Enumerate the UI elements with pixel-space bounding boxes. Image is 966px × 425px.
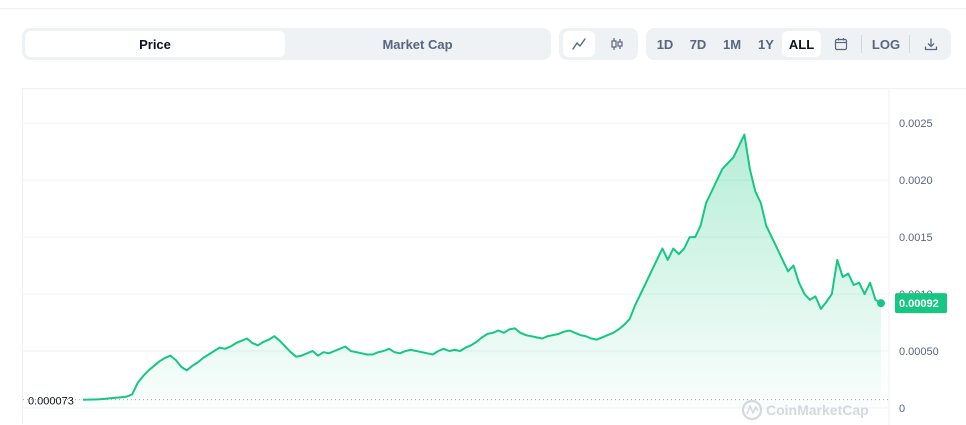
price-area-fill — [83, 134, 881, 408]
y-tick-label: 0.00050 — [899, 346, 939, 358]
candlestick-icon — [611, 38, 623, 50]
price-chart: 0.00250.00200.00150.00100.0005000.000073… — [22, 88, 966, 425]
price-marketcap-toggle: Price Market Cap — [22, 28, 551, 60]
range-1d-button[interactable]: 1D — [656, 36, 674, 52]
range-7d-button[interactable]: 7D — [689, 36, 707, 52]
coinmarketcap-mark — [741, 399, 763, 421]
y-tick-label: 0 — [899, 403, 905, 415]
price-chart-svg: 0.00250.00200.00150.00100.0005000.000073… — [23, 89, 947, 425]
coinmarketcap-mark-wave — [746, 405, 759, 415]
coinmarketcap-logo: CoinMarketCap — [741, 399, 869, 421]
chart-type-toggle — [559, 28, 638, 60]
log-scale-button[interactable]: LOG — [871, 36, 901, 52]
current-price-badge — [895, 293, 947, 314]
current-price-dot — [877, 299, 885, 308]
line-chart-button[interactable] — [563, 31, 595, 57]
range-1m-button[interactable]: 1M — [722, 36, 742, 52]
y-tick-label: 0.0025 — [899, 118, 933, 130]
calendar-icon — [834, 38, 848, 51]
calendar-button[interactable] — [826, 31, 856, 57]
price-line — [82, 133, 882, 401]
candlestick-chart-button[interactable] — [601, 31, 633, 57]
start-price-label: 0.000073 — [28, 396, 74, 408]
watermark-text: CoinMarketCap — [766, 402, 869, 418]
download-icon — [924, 38, 938, 51]
market-cap-tab[interactable]: Market Cap — [382, 36, 453, 52]
range-1y-button[interactable]: 1Y — [758, 36, 774, 52]
range-all-button[interactable]: ALL — [782, 31, 821, 57]
range-divider — [861, 35, 862, 53]
download-button[interactable] — [916, 31, 946, 57]
y-tick-label: 0.0015 — [899, 232, 933, 244]
price-tab[interactable]: Price — [25, 31, 285, 57]
log-divider — [909, 35, 910, 53]
y-tick-label: 0.0020 — [899, 175, 933, 187]
line-chart-icon — [572, 38, 586, 50]
top-divider — [0, 8, 966, 9]
time-range-toggle: 1D 7D 1M 1Y ALL LOG — [646, 28, 951, 60]
current-price-label: 0.00092 — [899, 298, 939, 310]
